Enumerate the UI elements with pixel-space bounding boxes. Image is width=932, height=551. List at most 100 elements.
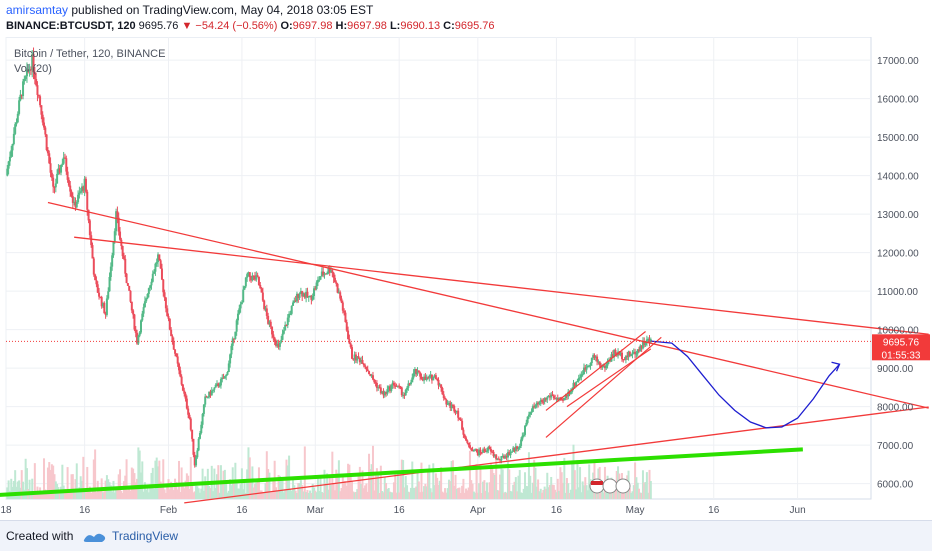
candle-body bbox=[78, 192, 81, 195]
candle-body bbox=[382, 391, 385, 396]
candle-body bbox=[240, 302, 243, 305]
candle-body bbox=[66, 171, 69, 180]
time-axis[interactable]: 18 16 Feb 16 Mar 16 Apr 16 May 16 Jun bbox=[0, 505, 805, 516]
volume-bar bbox=[373, 490, 376, 499]
author-link[interactable]: amirsamtay bbox=[6, 3, 69, 17]
volume-bar bbox=[187, 475, 190, 499]
candle-body bbox=[636, 349, 639, 354]
volume-bar bbox=[503, 492, 506, 499]
candle-body bbox=[378, 387, 381, 389]
volume-bar bbox=[149, 484, 152, 499]
candle-body bbox=[412, 373, 415, 378]
candle-body bbox=[268, 321, 271, 324]
candle-body bbox=[147, 288, 150, 294]
candle-body bbox=[139, 320, 142, 333]
volume-bar bbox=[624, 492, 627, 499]
volume-bar bbox=[479, 465, 482, 499]
volume-bar bbox=[319, 475, 322, 499]
candle-body bbox=[163, 292, 166, 298]
candle-body bbox=[221, 377, 224, 380]
volume-bar bbox=[91, 489, 94, 499]
volume-bar bbox=[392, 482, 395, 499]
volume-bar bbox=[344, 481, 347, 499]
volume-bar bbox=[183, 488, 186, 499]
candle-body bbox=[112, 241, 115, 256]
tradingview-brand-link[interactable]: TradingView bbox=[112, 529, 179, 543]
candle-body bbox=[360, 359, 363, 363]
volume-bar bbox=[10, 478, 13, 499]
volume-bar bbox=[53, 474, 56, 499]
volume-indicator-label[interactable]: Vol (20) bbox=[14, 63, 52, 75]
volume-bar bbox=[277, 475, 280, 499]
volume-bar bbox=[590, 485, 593, 499]
candle-body bbox=[626, 356, 629, 358]
candle-body bbox=[137, 335, 140, 344]
candle-body bbox=[289, 313, 292, 315]
candle-body bbox=[155, 262, 158, 264]
volume-bar bbox=[92, 459, 95, 499]
volume-bar bbox=[250, 480, 253, 499]
candle-body bbox=[193, 454, 196, 466]
volume-bar bbox=[24, 458, 27, 499]
candle-body bbox=[398, 385, 401, 387]
candle-body bbox=[364, 365, 367, 367]
volume-bar bbox=[314, 490, 317, 499]
volume-bar bbox=[212, 491, 215, 499]
volume-bar bbox=[641, 470, 644, 499]
candle-body bbox=[596, 356, 599, 362]
candle-body bbox=[22, 81, 25, 97]
candle-body bbox=[416, 370, 419, 375]
volume-bar bbox=[458, 487, 461, 499]
candle-body bbox=[387, 386, 390, 390]
candle-body bbox=[508, 452, 511, 456]
candle-body bbox=[124, 258, 127, 274]
dividend-flag-icon[interactable] bbox=[615, 478, 631, 494]
close-label: C: bbox=[443, 20, 455, 32]
y-tick-label: 6000.00 bbox=[877, 480, 914, 491]
candle-body bbox=[94, 274, 97, 281]
candle-body bbox=[242, 289, 245, 303]
earnings-flag-icon[interactable] bbox=[602, 478, 618, 494]
volume-bar bbox=[174, 478, 177, 499]
candle-body bbox=[263, 300, 266, 310]
candle-body bbox=[535, 402, 538, 406]
volume-bar bbox=[284, 489, 287, 499]
candle-body bbox=[424, 376, 427, 380]
volume-bar bbox=[302, 491, 305, 499]
volume-bar bbox=[84, 492, 87, 499]
candle-body bbox=[104, 313, 107, 315]
volume-bar bbox=[472, 491, 475, 499]
volume-bar bbox=[475, 463, 478, 499]
volume-bar bbox=[465, 488, 468, 499]
candle-body bbox=[333, 277, 336, 283]
price-chart[interactable]: 6000.00 7000.00 8000.00 9000.00 10000.00 1100… bbox=[0, 37, 932, 520]
volume-bar bbox=[394, 470, 397, 499]
y-tick-label: 10000.00 bbox=[877, 326, 919, 337]
candle-body bbox=[423, 376, 426, 381]
candle-body bbox=[361, 359, 364, 364]
drawn-annotations bbox=[0, 201, 929, 504]
volume-bar bbox=[305, 492, 308, 499]
candle-body bbox=[483, 449, 486, 451]
candle-body bbox=[539, 400, 542, 403]
volume-bar bbox=[525, 485, 528, 499]
volume-bar bbox=[87, 489, 90, 499]
candle-body bbox=[499, 459, 502, 461]
candle-body bbox=[223, 376, 226, 379]
channel-line bbox=[545, 336, 662, 438]
volume-bar bbox=[163, 489, 166, 499]
candle-body bbox=[524, 425, 526, 435]
tradingview-logo-icon[interactable] bbox=[82, 530, 108, 544]
y-tick-label: 13000.00 bbox=[877, 210, 919, 221]
candle-body bbox=[250, 276, 253, 281]
volume-bar bbox=[263, 492, 266, 499]
candle-body bbox=[205, 396, 208, 398]
candle-body bbox=[19, 94, 22, 101]
price-axis[interactable]: 6000.00 7000.00 8000.00 9000.00 10000.00 1100… bbox=[877, 56, 919, 491]
volume-bar bbox=[396, 473, 399, 499]
published-text: published on TradingView.com, May 04, 20… bbox=[71, 3, 374, 17]
volume-bar bbox=[113, 492, 116, 499]
event-flags[interactable] bbox=[589, 478, 631, 494]
candle-body bbox=[576, 380, 579, 382]
candle-body bbox=[478, 449, 481, 456]
